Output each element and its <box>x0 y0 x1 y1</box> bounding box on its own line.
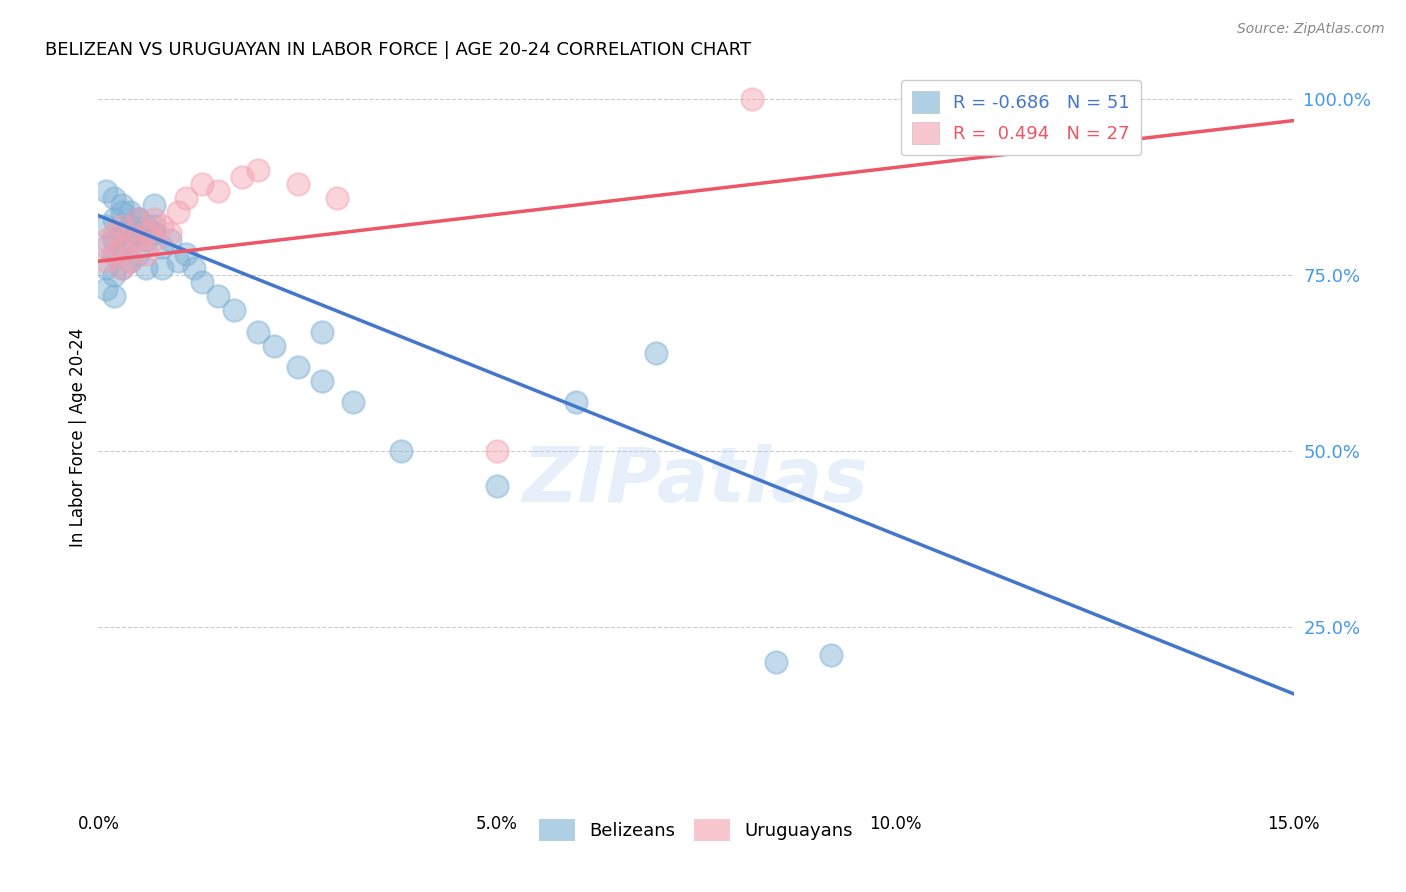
Point <box>150 261 173 276</box>
Point <box>143 198 166 212</box>
Point <box>103 289 125 303</box>
Point <box>120 219 142 233</box>
Point <box>127 247 149 261</box>
Point <box>96 240 118 254</box>
Point <box>565 395 588 409</box>
Point <box>231 169 253 184</box>
Point <box>135 226 157 240</box>
Point <box>103 191 125 205</box>
Point <box>389 444 412 458</box>
Point <box>159 226 181 240</box>
Point <box>111 261 134 276</box>
Point <box>143 226 166 240</box>
Point <box>222 303 245 318</box>
Point <box>765 655 787 669</box>
Point <box>96 233 118 247</box>
Point <box>127 212 149 227</box>
Point <box>183 261 205 276</box>
Point <box>143 219 166 233</box>
Point <box>120 205 142 219</box>
Point <box>103 226 125 240</box>
Text: ZIPatlas: ZIPatlas <box>523 444 869 518</box>
Point <box>103 212 125 227</box>
Point <box>143 233 166 247</box>
Point <box>287 359 309 374</box>
Point <box>96 219 118 233</box>
Point <box>96 184 118 198</box>
Point <box>167 205 190 219</box>
Text: BELIZEAN VS URUGUAYAN IN LABOR FORCE | AGE 20-24 CORRELATION CHART: BELIZEAN VS URUGUAYAN IN LABOR FORCE | A… <box>45 41 751 59</box>
Point <box>150 219 173 233</box>
Point <box>120 233 142 247</box>
Point <box>96 261 118 276</box>
Point <box>191 276 214 290</box>
Point <box>311 374 333 388</box>
Point <box>96 282 118 296</box>
Point <box>326 191 349 205</box>
Point <box>820 648 842 662</box>
Point <box>191 177 214 191</box>
Point <box>120 233 142 247</box>
Point <box>127 233 149 247</box>
Point <box>111 240 134 254</box>
Point <box>174 191 197 205</box>
Point <box>127 212 149 227</box>
Point <box>127 226 149 240</box>
Point <box>645 345 668 359</box>
Point <box>159 233 181 247</box>
Text: Source: ZipAtlas.com: Source: ZipAtlas.com <box>1237 22 1385 37</box>
Point <box>135 261 157 276</box>
Point <box>111 261 134 276</box>
Point <box>103 247 125 261</box>
Point <box>167 254 190 268</box>
Point <box>103 268 125 283</box>
Y-axis label: In Labor Force | Age 20-24: In Labor Force | Age 20-24 <box>69 327 87 547</box>
Point <box>120 254 142 268</box>
Point <box>174 247 197 261</box>
Point <box>96 254 118 268</box>
Point <box>111 198 134 212</box>
Point <box>311 325 333 339</box>
Point <box>342 395 364 409</box>
Point <box>485 444 508 458</box>
Point <box>111 219 134 233</box>
Point <box>207 184 229 198</box>
Point <box>127 212 149 227</box>
Point <box>246 325 269 339</box>
Point <box>246 162 269 177</box>
Point <box>103 247 125 261</box>
Point <box>135 219 157 233</box>
Point <box>263 339 285 353</box>
Point <box>207 289 229 303</box>
Point <box>485 479 508 493</box>
Point <box>287 177 309 191</box>
Point <box>120 254 142 268</box>
Point <box>135 233 157 247</box>
Point <box>741 93 763 107</box>
Point <box>103 233 125 247</box>
Point <box>111 226 134 240</box>
Legend: Belizeans, Uruguayans: Belizeans, Uruguayans <box>531 812 860 848</box>
Point <box>143 212 166 227</box>
Point <box>135 247 157 261</box>
Point <box>111 205 134 219</box>
Point <box>150 240 173 254</box>
Point <box>111 240 134 254</box>
